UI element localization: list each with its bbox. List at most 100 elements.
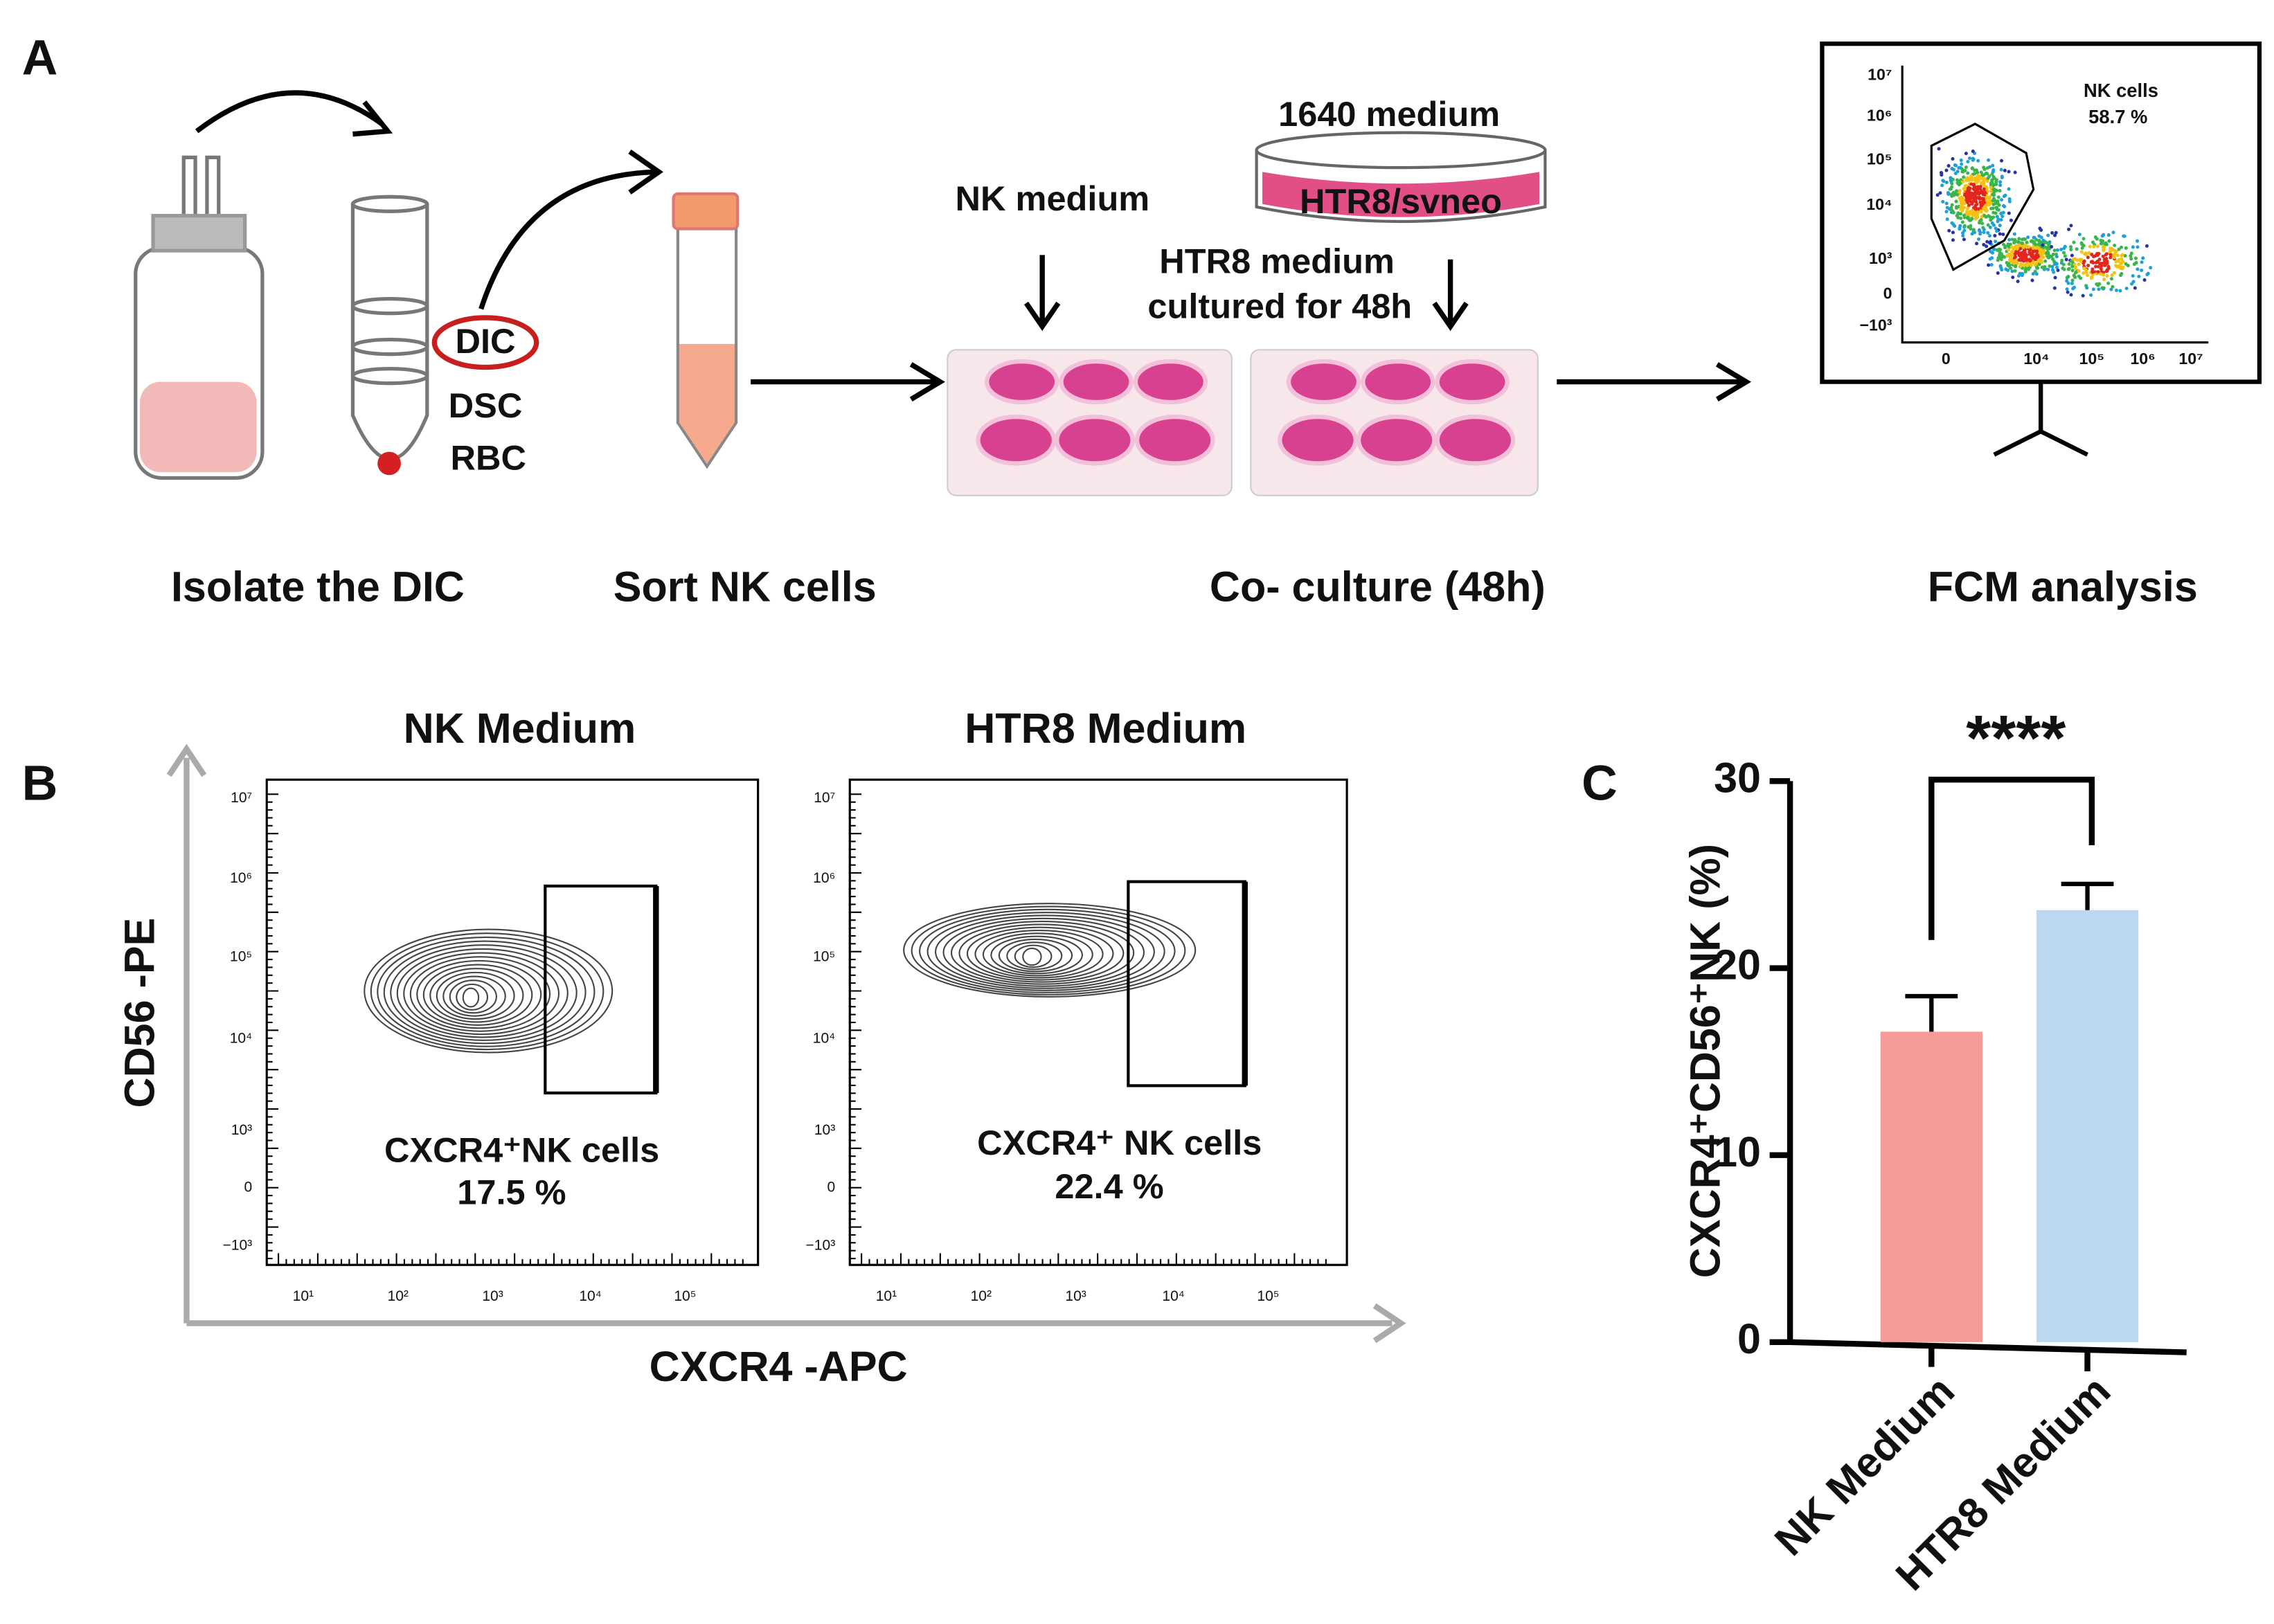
dish-label: HTR8/svneo xyxy=(1300,181,1502,221)
dot xyxy=(2037,247,2041,251)
dot xyxy=(2094,260,2098,264)
dot xyxy=(2129,251,2133,255)
dot xyxy=(2007,199,2012,204)
dot xyxy=(2052,249,2057,253)
dot xyxy=(2113,243,2117,248)
dot xyxy=(2071,287,2075,291)
x-tick-label: 10³ xyxy=(1065,1288,1086,1304)
y-tick-label: 10⁴ xyxy=(813,1031,835,1047)
dot xyxy=(1973,168,1977,172)
dot xyxy=(1960,220,1964,224)
annotation: **** xyxy=(1966,702,2066,774)
dot xyxy=(2086,255,2090,260)
dot xyxy=(2101,248,2106,252)
dot xyxy=(2053,233,2057,237)
dot xyxy=(2007,237,2012,242)
dot xyxy=(1958,181,1962,186)
dot xyxy=(2111,231,2115,235)
dot xyxy=(1995,215,1999,219)
dot xyxy=(2100,286,2104,290)
dot xyxy=(2112,271,2117,275)
bar xyxy=(1880,1031,1982,1342)
dish-top: 1640 medium xyxy=(1278,94,1500,134)
dot xyxy=(2106,281,2111,285)
dot xyxy=(1982,206,1986,210)
dot xyxy=(1967,156,1971,161)
dic: DIC xyxy=(456,321,516,361)
dot xyxy=(2032,249,2036,253)
contour xyxy=(903,903,1197,998)
y-tick-label: 10³ xyxy=(231,1122,252,1138)
dot xyxy=(2013,170,2017,174)
dot xyxy=(2016,279,2020,284)
dot xyxy=(2097,264,2101,269)
dot xyxy=(1985,209,1989,213)
dot xyxy=(1961,234,1965,238)
contour xyxy=(1022,947,1042,966)
dot xyxy=(2007,211,2011,215)
dot xyxy=(1999,217,2003,222)
dot xyxy=(1991,223,1996,227)
dot xyxy=(1979,190,1983,195)
dot xyxy=(1988,241,1992,245)
dot xyxy=(1968,177,1973,181)
contour xyxy=(403,952,560,1036)
dot xyxy=(2099,267,2103,271)
y-tick-label: 10⁵ xyxy=(230,949,252,965)
dot xyxy=(1946,164,1951,168)
dot xyxy=(2070,281,2074,285)
dot xyxy=(2007,264,2012,268)
dot xyxy=(1985,172,1989,176)
dot xyxy=(2131,245,2135,249)
dot xyxy=(1998,183,2003,188)
dot xyxy=(1971,150,1975,154)
dot xyxy=(1964,165,1968,170)
monitor xyxy=(1820,42,2262,457)
fcm-y-tick: 10⁴ xyxy=(1866,195,1892,213)
gate xyxy=(544,884,658,1094)
dot xyxy=(2061,262,2066,267)
dot xyxy=(2012,232,2016,236)
dot xyxy=(2030,278,2034,282)
dot xyxy=(1980,173,1985,177)
dot xyxy=(1967,203,1971,207)
dot xyxy=(2073,276,2077,280)
dot xyxy=(1971,187,1976,191)
dot xyxy=(2104,269,2109,273)
dot xyxy=(1989,206,1994,210)
fcm-x-tick: 10⁴ xyxy=(2023,350,2049,368)
dot xyxy=(2109,287,2113,291)
dot xyxy=(1971,177,1976,181)
dot xyxy=(1952,193,1956,197)
fcm-y-tick: 0 xyxy=(1883,284,1892,302)
dot xyxy=(1997,203,2001,207)
dot xyxy=(2095,282,2099,287)
step-label: Co- culture (48h) xyxy=(1210,563,1546,611)
fcm-x-tick: 0 xyxy=(1942,350,1951,368)
htr8-medium: HTR8 medium xyxy=(1159,241,1395,280)
dot xyxy=(1994,240,1998,244)
dot xyxy=(2123,253,2127,258)
dot xyxy=(2022,237,2026,241)
plot-title: HTR8 Medium xyxy=(965,705,1246,752)
dot xyxy=(2046,255,2050,260)
dot xyxy=(2122,234,2126,238)
dot xyxy=(2070,269,2075,273)
dot xyxy=(2031,272,2035,276)
y-tick-label: 0 xyxy=(1737,1315,1761,1362)
dot xyxy=(2110,246,2114,251)
fcm-x-tick: 10⁶ xyxy=(2130,350,2155,368)
dot xyxy=(1978,221,1982,225)
dot xyxy=(1946,192,1951,196)
dot xyxy=(2066,275,2070,279)
arrows xyxy=(195,90,1752,402)
dot xyxy=(2110,273,2114,277)
dot xyxy=(1965,216,1970,220)
error-bar xyxy=(1905,993,1958,1032)
dot xyxy=(1991,170,1995,174)
dot xyxy=(2145,244,2149,248)
dot xyxy=(2018,254,2022,258)
contour xyxy=(416,959,542,1029)
dot xyxy=(2010,253,2014,258)
y-tick-label: 10³ xyxy=(814,1122,835,1138)
